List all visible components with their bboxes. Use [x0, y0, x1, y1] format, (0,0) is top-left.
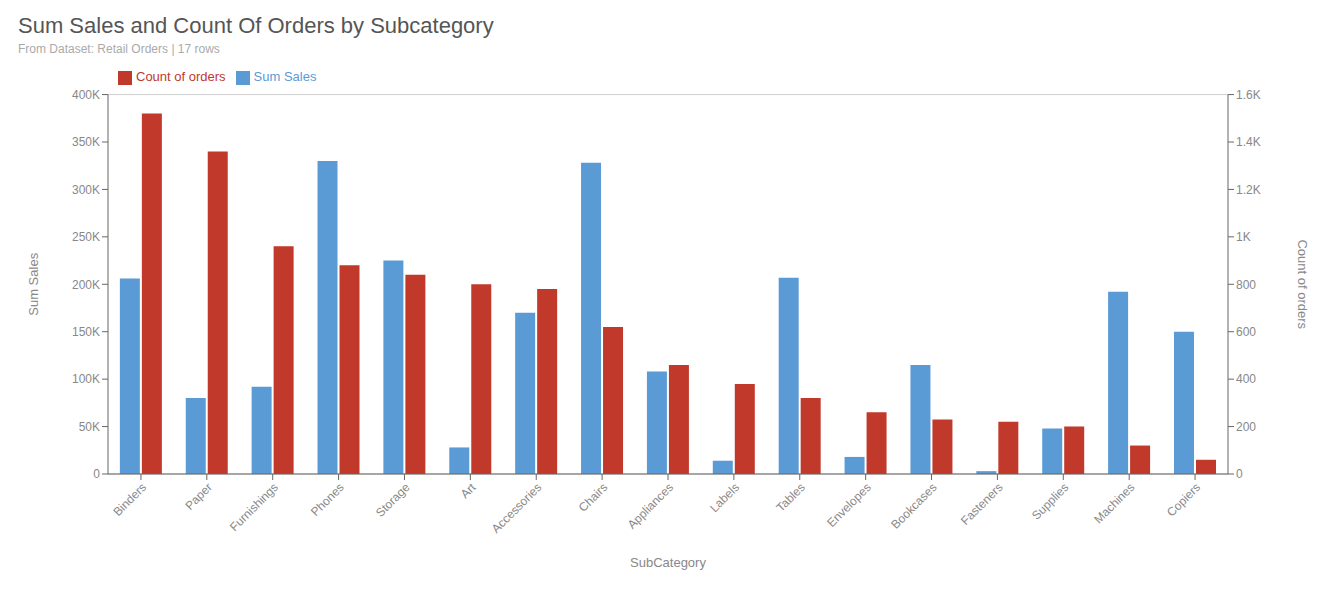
svg-text:400: 400 [1236, 372, 1256, 386]
svg-text:1.6K: 1.6K [1236, 88, 1261, 102]
svg-text:Art: Art [458, 480, 479, 501]
html-text:From Dataset: Retail Orders |: From Dataset: Retail Orders | 17 rows [18, 42, 220, 56]
svg-text:Storage: Storage [373, 480, 413, 520]
svg-text:Fasteners: Fasteners [958, 480, 1006, 528]
svg-text:400K: 400K [72, 88, 100, 102]
svg-text:300K: 300K [72, 183, 100, 197]
svg-text:Appliances: Appliances [625, 480, 676, 531]
svg-text:200: 200 [1236, 420, 1256, 434]
svg-text:Copiers: Copiers [1164, 480, 1203, 519]
svg-text:200K: 200K [72, 278, 100, 292]
svg-text:Binders: Binders [110, 480, 149, 519]
svg-text:Tables: Tables [773, 480, 807, 514]
svg-text:Labels: Labels [707, 480, 742, 515]
html-text:Sum Sales and Count Of Orders: Sum Sales and Count Of Orders by Subcate… [18, 13, 494, 38]
svg-text:Supplies: Supplies [1029, 480, 1071, 522]
svg-text:800: 800 [1236, 278, 1256, 292]
svg-text:1.2K: 1.2K [1236, 183, 1261, 197]
svg-text:Sum Sales: Sum Sales [26, 252, 41, 315]
svg-text:350K: 350K [72, 135, 100, 149]
html-text:Sum Sales: Sum Sales [253, 69, 317, 84]
svg-text:150K: 150K [72, 325, 100, 339]
svg-text:Phones: Phones [308, 480, 347, 519]
svg-text:1K: 1K [1236, 230, 1251, 244]
svg-text:50K: 50K [79, 420, 100, 434]
svg-text:Bookcases: Bookcases [888, 480, 939, 531]
svg-text:100K: 100K [72, 372, 100, 386]
svg-text:Furnishings: Furnishings [227, 480, 281, 534]
html-text:Count of orders: Count of orders [136, 69, 226, 84]
svg-text:Paper: Paper [182, 480, 215, 513]
svg-text:Envelopes: Envelopes [824, 480, 874, 530]
svg-text:1.4K: 1.4K [1236, 135, 1261, 149]
svg-text:600: 600 [1236, 325, 1256, 339]
svg-text:Machines: Machines [1091, 480, 1137, 526]
svg-text:0: 0 [93, 467, 100, 481]
svg-text:Accessories: Accessories [489, 480, 545, 536]
svg-text:250K: 250K [72, 230, 100, 244]
svg-text:0: 0 [1236, 467, 1243, 481]
svg-text:SubCategory: SubCategory [630, 555, 706, 570]
svg-text:Count of orders: Count of orders [1295, 239, 1310, 329]
svg-text:Chairs: Chairs [576, 480, 610, 514]
